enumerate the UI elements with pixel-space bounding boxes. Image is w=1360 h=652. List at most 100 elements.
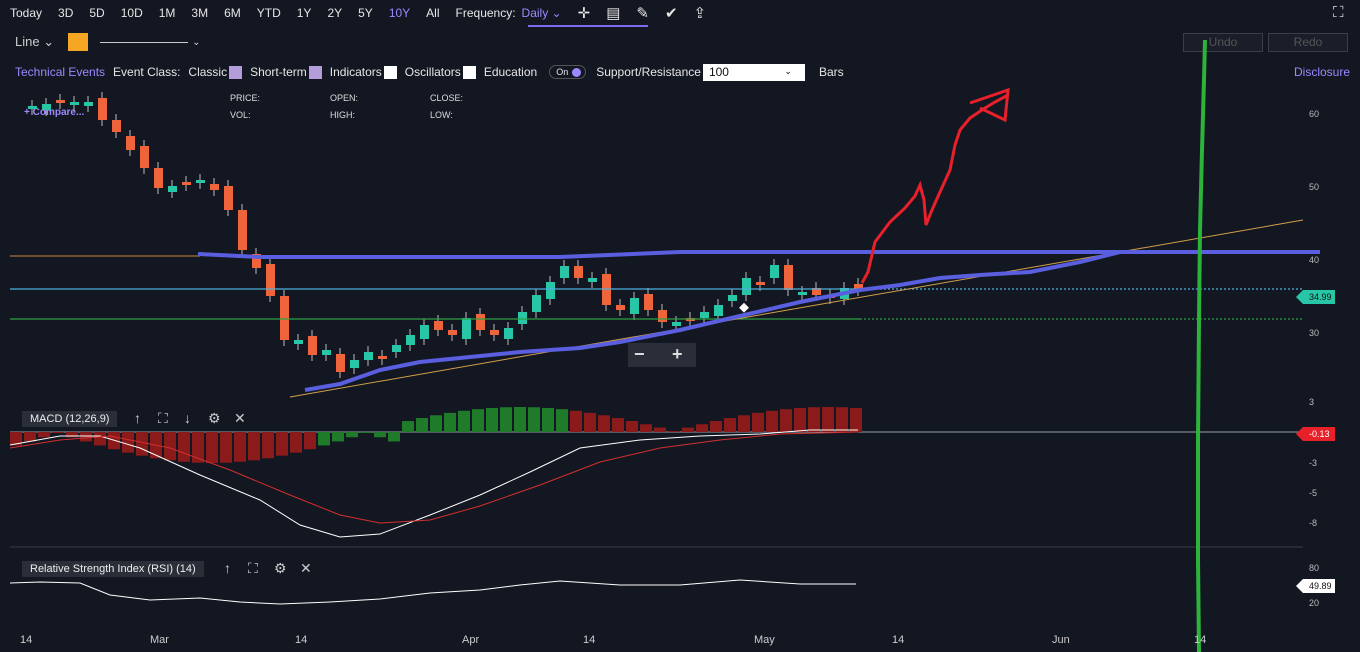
candle (476, 314, 485, 330)
macd-histogram-bar (794, 407, 806, 432)
settings-icon[interactable]: ⚙ (208, 410, 221, 426)
move-up-icon[interactable]: ↑ (224, 560, 231, 576)
bars-select[interactable]: 100 ⌄ (702, 63, 805, 81)
classic-checkbox[interactable] (229, 65, 243, 79)
x-axis-label: Jun (1052, 634, 1070, 646)
x-axis-label: Mar (150, 634, 169, 646)
macd-histogram-bar (388, 432, 400, 442)
macd-histogram-bar (290, 432, 302, 453)
crosshair-icon[interactable]: ✛ (577, 5, 591, 22)
toolbar: Today 3D 5D 10D 1M 3M 6M YTD 1Y 2Y 5Y 10… (0, 0, 1360, 26)
bars-value: 100 (708, 64, 729, 79)
range-2y[interactable]: 2Y (327, 6, 343, 20)
candle (336, 354, 345, 372)
frequency-label: Frequency: (455, 6, 516, 20)
candle (742, 278, 751, 295)
close-icon[interactable]: ✕ (234, 410, 246, 426)
macd-histogram-bar (640, 424, 652, 432)
maximize-icon[interactable]: ⛶ (158, 410, 168, 426)
candle (364, 352, 373, 360)
range-1y[interactable]: 1Y (296, 6, 312, 20)
candle (546, 282, 555, 299)
candle (518, 312, 527, 324)
candle (490, 330, 499, 335)
candle (378, 356, 387, 359)
rsi-panel-label: Relative Strength Index (RSI) (14) (22, 561, 204, 577)
macd-axis-label: -8 (1309, 518, 1318, 528)
share-icon[interactable]: ⇪ (693, 5, 707, 22)
rsi-line (9, 579, 856, 605)
annotation-icon[interactable]: ▤ (606, 5, 621, 22)
zoom-in-button[interactable]: + (672, 344, 683, 364)
candle (98, 98, 107, 120)
line-style-chevron[interactable]: ⌄ (192, 36, 201, 48)
candle (434, 321, 443, 330)
candle (56, 100, 65, 103)
disclosure-link[interactable]: Disclosure (1294, 65, 1351, 79)
macd-histogram-bar (430, 415, 442, 432)
range-ytd[interactable]: YTD (256, 6, 281, 20)
chart-type-select[interactable]: Line ⌄ (15, 34, 55, 49)
x-axis-label: May (754, 634, 775, 646)
compare-button[interactable]: + Compare... (24, 107, 85, 118)
macd-histogram-bar (206, 432, 218, 463)
last-price-tag (1296, 290, 1335, 304)
range-1m[interactable]: 1M (158, 6, 176, 20)
candle (770, 265, 779, 278)
candle (798, 292, 807, 295)
color-swatch[interactable] (68, 33, 89, 51)
education-toggle[interactable]: On (549, 64, 587, 80)
rsi-axis-label: 20 (1309, 598, 1320, 608)
candle (728, 295, 737, 301)
oscillators-checkbox[interactable] (462, 65, 476, 79)
macd-histogram-bar (346, 432, 358, 438)
candle (644, 294, 653, 310)
short-term-checkbox[interactable] (308, 65, 322, 79)
zoom-out-button[interactable]: − (634, 344, 645, 364)
candle (168, 186, 177, 192)
price-axis-label: 30 (1309, 328, 1320, 338)
check-badge-icon[interactable]: ✔ (664, 5, 678, 22)
range-5d[interactable]: 5D (89, 6, 105, 20)
macd-histogram-bar (584, 412, 596, 432)
candle (854, 284, 863, 290)
candle (616, 305, 625, 310)
indicators-label: Indicators (329, 65, 382, 79)
fullscreen-icon[interactable]: ⛶ (1333, 4, 1344, 21)
maximize-icon[interactable]: ⛶ (248, 560, 258, 576)
range-all[interactable]: All (426, 6, 440, 20)
technical-events-link[interactable]: Technical Events (15, 65, 106, 79)
range-10d[interactable]: 10D (120, 6, 143, 20)
range-today[interactable]: Today (10, 6, 43, 20)
settings-icon[interactable]: ⚙ (274, 560, 287, 576)
indicators-checkbox[interactable] (383, 65, 397, 79)
macd-histogram-bar (570, 410, 582, 432)
range-5y[interactable]: 5Y (358, 6, 373, 20)
range-6m[interactable]: 6M (224, 6, 241, 20)
macd-histogram-bar (402, 421, 414, 432)
range-10y[interactable]: 10Y (388, 6, 411, 20)
price-label: PRICE: (230, 93, 261, 103)
macd-histogram-bar (724, 418, 736, 432)
macd-histogram-bar (682, 427, 694, 432)
line-style-select[interactable] (100, 41, 189, 43)
macd-histogram-bar (276, 432, 288, 456)
frequency-dropdown[interactable]: Daily ⌄ (521, 6, 562, 20)
zoom-control (628, 343, 696, 367)
macd-histogram-bar (178, 432, 190, 462)
range-3d[interactable]: 3D (58, 6, 74, 20)
candle (112, 120, 121, 132)
macd-histogram-bar (514, 407, 526, 432)
close-icon[interactable]: ✕ (300, 560, 312, 576)
redo-button[interactable]: Redo (1268, 33, 1348, 52)
move-down-icon[interactable]: ↓ (184, 410, 191, 426)
move-up-icon[interactable]: ↑ (134, 410, 141, 426)
macd-histogram-bar (10, 432, 22, 446)
range-3m[interactable]: 3M (191, 6, 209, 20)
candle (532, 295, 541, 312)
last-price-value: 34.99 (1309, 292, 1332, 302)
candle (574, 266, 583, 278)
event-marker[interactable] (739, 302, 749, 313)
pencil-icon[interactable]: ✎ (636, 5, 649, 22)
